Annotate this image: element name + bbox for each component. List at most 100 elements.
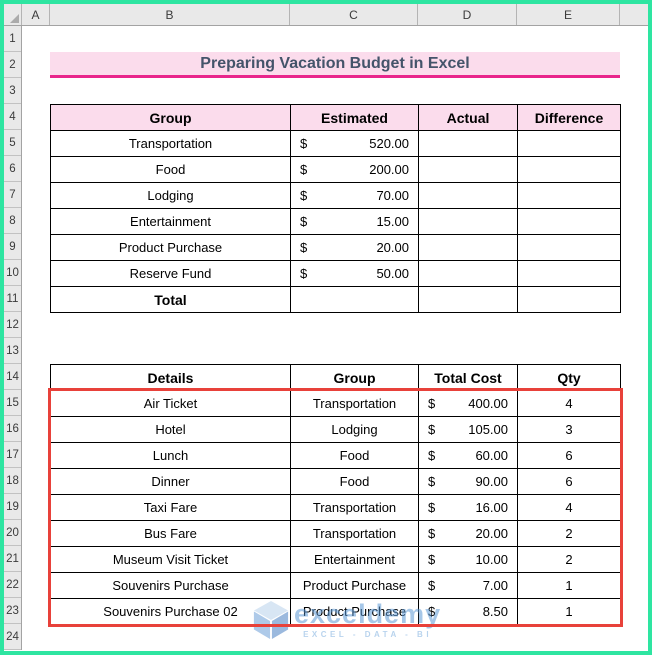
cell-total-cost[interactable]: $105.00 bbox=[419, 417, 518, 443]
row-header[interactable]: 21 bbox=[4, 546, 21, 572]
cell-group[interactable]: Transportation bbox=[291, 495, 419, 521]
cell-total-cost[interactable]: $400.00 bbox=[419, 391, 518, 417]
row-header[interactable]: 12 bbox=[4, 312, 21, 338]
budget-header-difference[interactable]: Difference bbox=[518, 105, 621, 131]
row-header[interactable]: 10 bbox=[4, 260, 21, 286]
cell-details[interactable]: Taxi Fare bbox=[51, 495, 291, 521]
cell-group[interactable]: Product Purchase bbox=[291, 573, 419, 599]
cell-details[interactable]: Hotel bbox=[51, 417, 291, 443]
row-header[interactable]: 14 bbox=[4, 364, 21, 390]
cell-total-cost[interactable]: $7.00 bbox=[419, 573, 518, 599]
row-header[interactable]: 18 bbox=[4, 468, 21, 494]
row-header[interactable]: 5 bbox=[4, 130, 21, 156]
row-header[interactable]: 19 bbox=[4, 494, 21, 520]
row-header[interactable]: 8 bbox=[4, 208, 21, 234]
cell-difference[interactable] bbox=[518, 183, 621, 209]
row-header[interactable]: 17 bbox=[4, 442, 21, 468]
cell-difference[interactable] bbox=[518, 131, 621, 157]
row-header[interactable]: 22 bbox=[4, 572, 21, 598]
row-header[interactable]: 20 bbox=[4, 520, 21, 546]
cell-qty[interactable]: 4 bbox=[518, 391, 621, 417]
column-header-e[interactable]: E bbox=[517, 4, 620, 25]
cell-qty[interactable]: 6 bbox=[518, 469, 621, 495]
cell-group[interactable]: Transportation bbox=[51, 131, 291, 157]
page-title[interactable]: Preparing Vacation Budget in Excel bbox=[50, 52, 620, 78]
cell-qty[interactable]: 2 bbox=[518, 521, 621, 547]
cell-difference[interactable] bbox=[518, 235, 621, 261]
cell-details[interactable]: Souvenirs Purchase bbox=[51, 573, 291, 599]
cell-group[interactable]: Lodging bbox=[51, 183, 291, 209]
cell-estimated[interactable]: $15.00 bbox=[291, 209, 419, 235]
cell-actual[interactable] bbox=[419, 261, 518, 287]
cell-details[interactable]: Lunch bbox=[51, 443, 291, 469]
row-header[interactable]: 9 bbox=[4, 234, 21, 260]
cell-actual[interactable] bbox=[419, 131, 518, 157]
row-header[interactable]: 15 bbox=[4, 390, 21, 416]
cell-total-actual[interactable] bbox=[419, 287, 518, 313]
cell-qty[interactable]: 3 bbox=[518, 417, 621, 443]
details-header-group[interactable]: Group bbox=[291, 365, 419, 391]
row-header[interactable]: 2 bbox=[4, 52, 21, 78]
row-header[interactable]: 16 bbox=[4, 416, 21, 442]
cell-estimated[interactable]: $520.00 bbox=[291, 131, 419, 157]
cell-group[interactable]: Food bbox=[51, 157, 291, 183]
details-header-details[interactable]: Details bbox=[51, 365, 291, 391]
cell-total-cost[interactable]: $16.00 bbox=[419, 495, 518, 521]
cell-details[interactable]: Dinner bbox=[51, 469, 291, 495]
column-header-b[interactable]: B bbox=[50, 4, 290, 25]
cell-group[interactable]: Transportation bbox=[291, 521, 419, 547]
column-header-d[interactable]: D bbox=[418, 4, 517, 25]
cell-group[interactable]: Food bbox=[291, 469, 419, 495]
row-header[interactable]: 13 bbox=[4, 338, 21, 364]
details-header-qty[interactable]: Qty bbox=[518, 365, 621, 391]
cell-total-label[interactable]: Total bbox=[51, 287, 291, 313]
cell-difference[interactable] bbox=[518, 157, 621, 183]
cell-actual[interactable] bbox=[419, 209, 518, 235]
row-header[interactable]: 7 bbox=[4, 182, 21, 208]
cell-total-estimated[interactable] bbox=[291, 287, 419, 313]
cell-details[interactable]: Museum Visit Ticket bbox=[51, 547, 291, 573]
cell-estimated[interactable]: $20.00 bbox=[291, 235, 419, 261]
row-header[interactable]: 23 bbox=[4, 598, 21, 624]
budget-header-estimated[interactable]: Estimated bbox=[291, 105, 419, 131]
column-header-c[interactable]: C bbox=[290, 4, 418, 25]
budget-header-actual[interactable]: Actual bbox=[419, 105, 518, 131]
cell-total-cost[interactable]: $8.50 bbox=[419, 599, 518, 625]
cell-actual[interactable] bbox=[419, 157, 518, 183]
cell-actual[interactable] bbox=[419, 235, 518, 261]
row-header[interactable]: 4 bbox=[4, 104, 21, 130]
cell-details[interactable]: Air Ticket bbox=[51, 391, 291, 417]
cell-estimated[interactable]: $70.00 bbox=[291, 183, 419, 209]
cell-total-cost[interactable]: $10.00 bbox=[419, 547, 518, 573]
cell-details[interactable]: Souvenirs Purchase 02 bbox=[51, 599, 291, 625]
cell-group[interactable]: Reserve Fund bbox=[51, 261, 291, 287]
cell-qty[interactable]: 1 bbox=[518, 573, 621, 599]
cell-group[interactable]: Lodging bbox=[291, 417, 419, 443]
cell-total-cost[interactable]: $90.00 bbox=[419, 469, 518, 495]
row-header[interactable]: 11 bbox=[4, 286, 21, 312]
cell-qty[interactable]: 4 bbox=[518, 495, 621, 521]
cell-qty[interactable]: 2 bbox=[518, 547, 621, 573]
cell-total-difference[interactable] bbox=[518, 287, 621, 313]
budget-header-group[interactable]: Group bbox=[51, 105, 291, 131]
cell-qty[interactable]: 6 bbox=[518, 443, 621, 469]
cell-total-cost[interactable]: $60.00 bbox=[419, 443, 518, 469]
cell-actual[interactable] bbox=[419, 183, 518, 209]
cell-qty[interactable]: 1 bbox=[518, 599, 621, 625]
cell-group[interactable]: Transportation bbox=[291, 391, 419, 417]
row-header[interactable]: 6 bbox=[4, 156, 21, 182]
cell-group[interactable]: Entertainment bbox=[51, 209, 291, 235]
cell-group[interactable]: Entertainment bbox=[291, 547, 419, 573]
row-header[interactable]: 1 bbox=[4, 26, 21, 52]
row-header[interactable]: 24 bbox=[4, 624, 21, 650]
cell-group[interactable]: Product Purchase bbox=[291, 599, 419, 625]
select-all-corner[interactable] bbox=[4, 4, 22, 25]
details-header-total-cost[interactable]: Total Cost bbox=[419, 365, 518, 391]
cell-group[interactable]: Food bbox=[291, 443, 419, 469]
cell-group[interactable]: Product Purchase bbox=[51, 235, 291, 261]
row-header[interactable]: 3 bbox=[4, 78, 21, 104]
column-header-a[interactable]: A bbox=[22, 4, 50, 25]
cell-difference[interactable] bbox=[518, 209, 621, 235]
cell-details[interactable]: Bus Fare bbox=[51, 521, 291, 547]
cell-total-cost[interactable]: $20.00 bbox=[419, 521, 518, 547]
